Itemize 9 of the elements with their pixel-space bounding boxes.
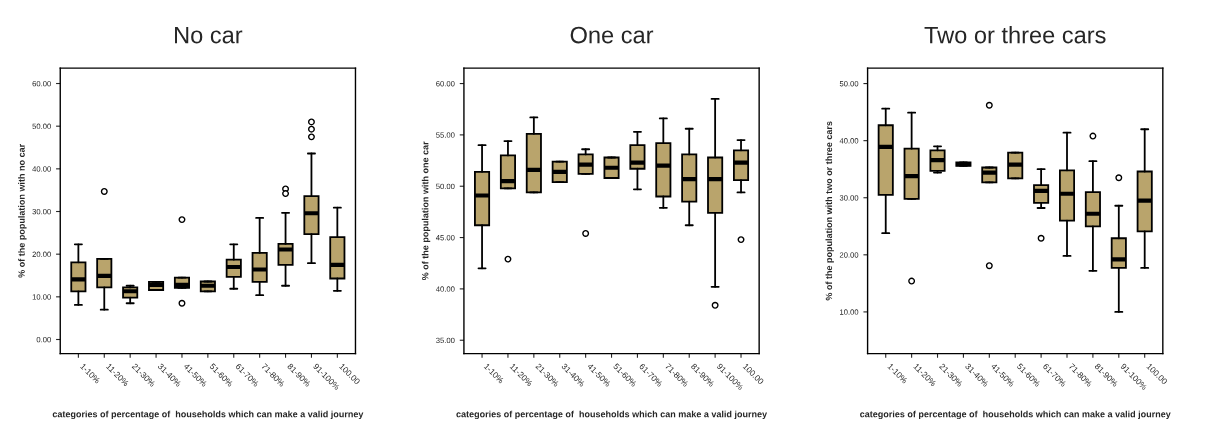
- y-axis-title: % of the population with no car: [18, 144, 27, 278]
- chart-title: Two or three cars: [924, 26, 1106, 44]
- chart-title: One car: [570, 26, 654, 44]
- x-axis-title: categories of percentage of households which can make a valid journey: [52, 410, 364, 420]
- y-axis-title: % of the population with one car: [421, 141, 431, 281]
- x-axis-title: categories of percentage of households which can make a valid journey: [860, 410, 1171, 420]
- y-axis-title: % of the population with two or three cars: [825, 121, 834, 301]
- chart-title: No car: [175, 26, 243, 44]
- x-axis-title: categories of percentage of households which can make a valid journey: [456, 410, 768, 420]
